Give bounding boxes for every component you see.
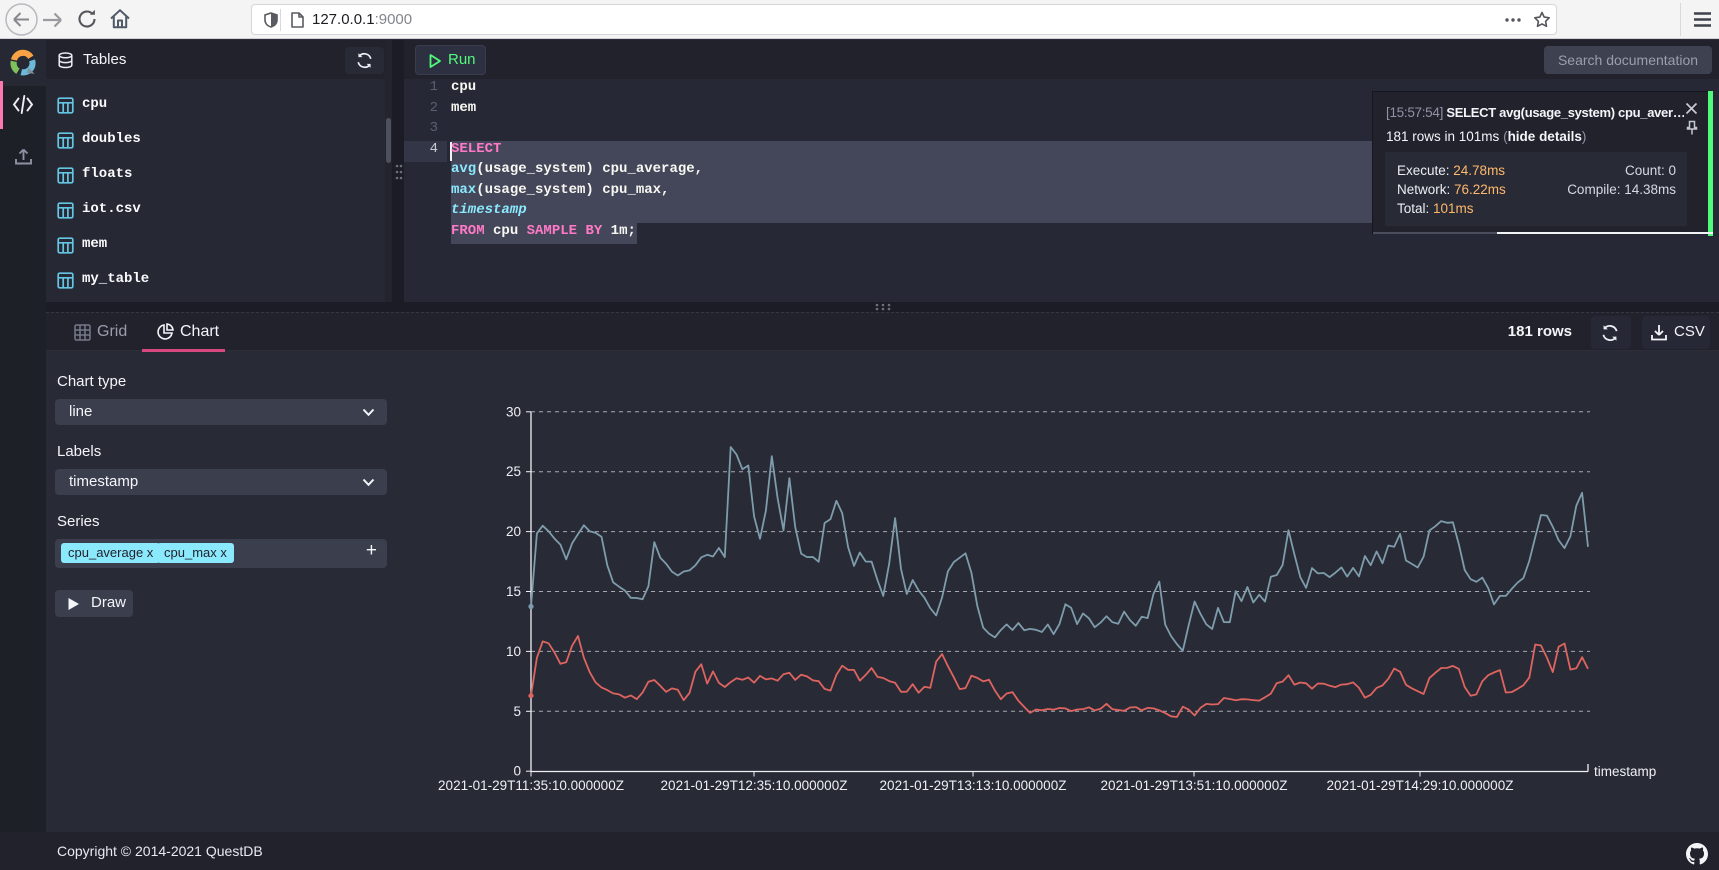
svg-text:2021-01-29T13:13:10.000000Z: 2021-01-29T13:13:10.000000Z [880, 778, 1067, 793]
svg-text:10: 10 [506, 644, 521, 659]
svg-text:2021-01-29T12:35:10.000000Z: 2021-01-29T12:35:10.000000Z [661, 778, 848, 793]
svg-text:15: 15 [506, 584, 521, 599]
svg-text:2021-01-29T14:29:10.000000Z: 2021-01-29T14:29:10.000000Z [1327, 778, 1514, 793]
svg-text:0: 0 [513, 764, 521, 779]
svg-text:20: 20 [506, 524, 521, 539]
svg-text:2021-01-29T11:35:10.000000Z: 2021-01-29T11:35:10.000000Z [438, 778, 624, 793]
svg-text:5: 5 [513, 704, 521, 719]
svg-text:timestamp: timestamp [1594, 764, 1656, 779]
svg-text:30: 30 [506, 404, 521, 419]
svg-text:2021-01-29T13:51:10.000000Z: 2021-01-29T13:51:10.000000Z [1101, 778, 1288, 793]
svg-text:25: 25 [506, 464, 521, 479]
